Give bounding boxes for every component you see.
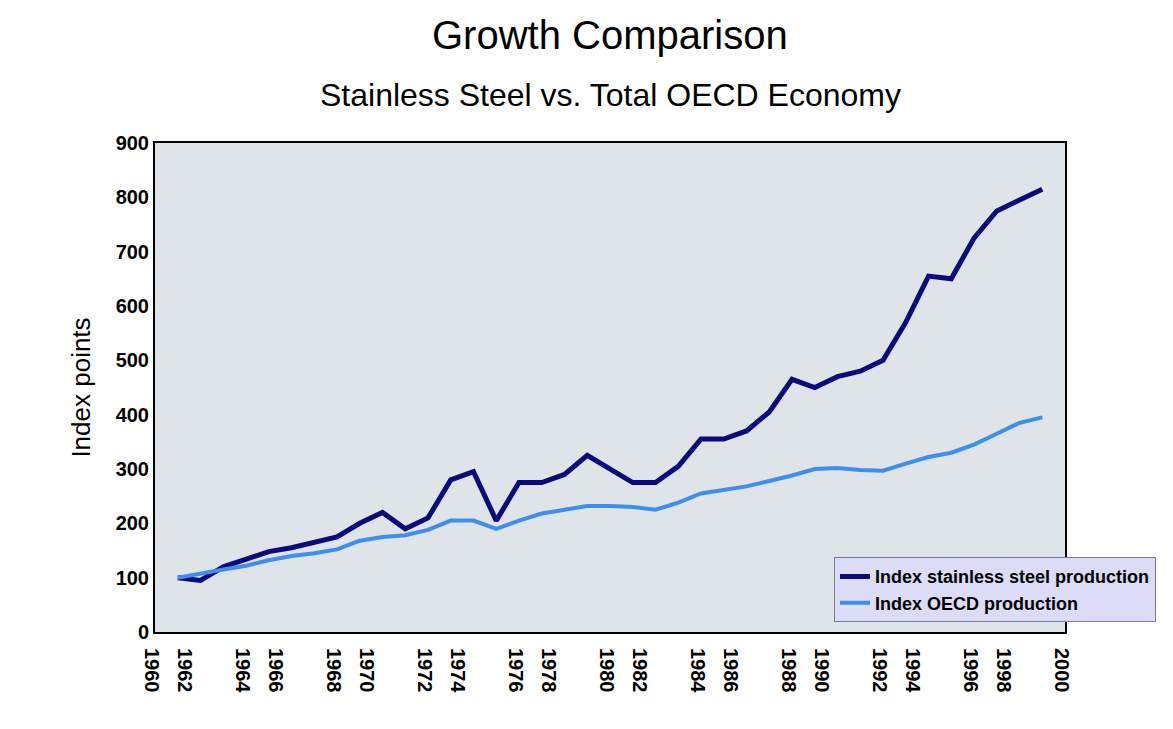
svg-text:400: 400 [116,404,149,426]
svg-text:1966: 1966 [265,648,287,693]
svg-text:1984: 1984 [687,648,709,693]
svg-text:0: 0 [138,621,149,643]
svg-text:Index stainless steel producti: Index stainless steel production [875,567,1149,587]
svg-text:1986: 1986 [720,648,742,693]
svg-text:Index points: Index points [66,317,96,457]
svg-text:1996: 1996 [960,648,982,693]
svg-text:1974: 1974 [447,648,469,693]
svg-text:200: 200 [116,512,149,534]
svg-text:1994: 1994 [902,648,924,693]
svg-text:1970: 1970 [356,648,378,693]
svg-text:1982: 1982 [629,648,651,693]
svg-text:1964: 1964 [232,648,254,693]
svg-text:1990: 1990 [811,648,833,693]
svg-text:700: 700 [116,241,149,263]
svg-text:1960: 1960 [141,648,163,693]
svg-text:900: 900 [116,132,149,154]
svg-text:1988: 1988 [778,648,800,693]
svg-text:300: 300 [116,458,149,480]
svg-text:800: 800 [116,186,149,208]
svg-text:600: 600 [116,295,149,317]
svg-text:2000: 2000 [1051,648,1073,693]
svg-text:1968: 1968 [323,648,345,693]
svg-text:Stainless Steel vs. Total OECD: Stainless Steel vs. Total OECD Economy [320,77,901,113]
svg-text:1972: 1972 [414,648,436,693]
svg-text:1980: 1980 [596,648,618,693]
svg-text:100: 100 [116,567,149,589]
svg-text:1978: 1978 [538,648,560,693]
svg-text:500: 500 [116,349,149,371]
svg-text:1992: 1992 [869,648,891,693]
svg-text:Index OECD production: Index OECD production [875,594,1078,614]
svg-text:1998: 1998 [993,648,1015,693]
svg-text:Growth Comparison: Growth Comparison [432,13,788,57]
svg-text:1962: 1962 [174,648,196,693]
svg-text:1976: 1976 [505,648,527,693]
